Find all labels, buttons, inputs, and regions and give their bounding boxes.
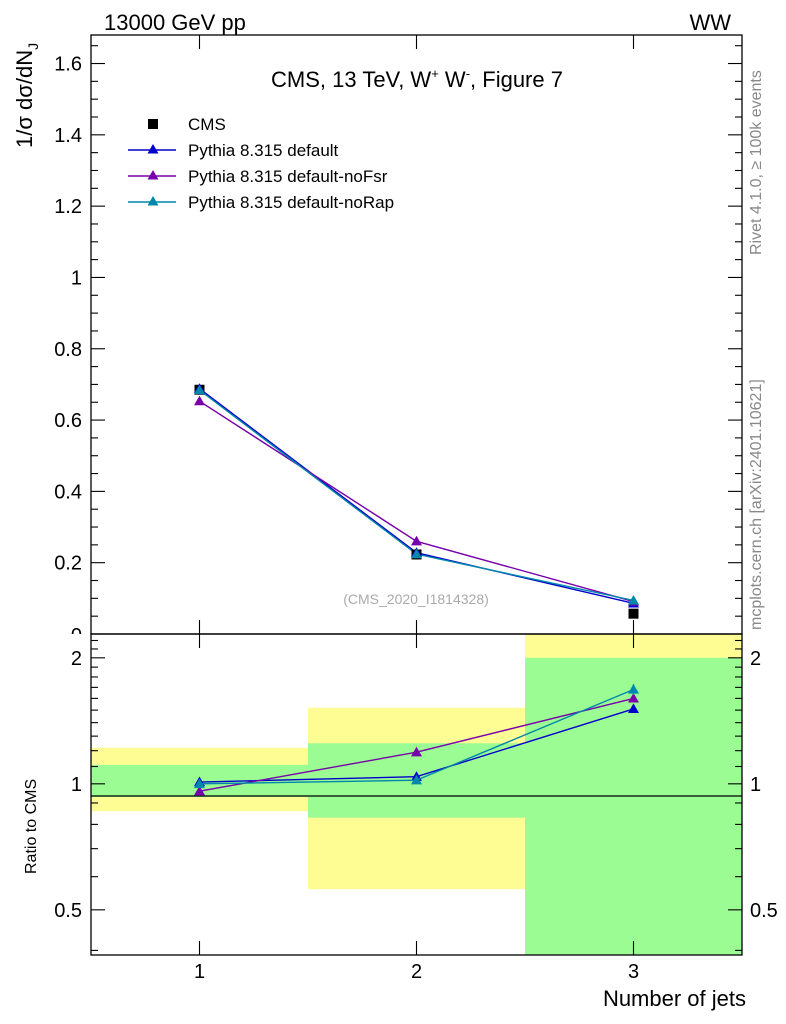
main-y-tick-label: 0.2 <box>54 553 82 575</box>
legend: CMS Pythia 8.315 default Pythia 8.315 de… <box>128 115 394 212</box>
analysis-watermark: (CMS_2020_I1814328) <box>343 591 489 607</box>
legend-nofsr-marker <box>147 170 159 180</box>
ratio-y-tick-label-right: 0.5 <box>750 900 778 922</box>
x-tick-label: 1 <box>194 961 205 983</box>
main-y-tick-label: 1 <box>71 267 82 289</box>
legend-entry-norap: Pythia 8.315 default-noRap <box>128 193 394 212</box>
main-y-tick-label: 1.6 <box>54 54 82 76</box>
main-line-noRap <box>199 389 634 602</box>
ratio-y-tick-label: 0.5 <box>54 900 82 922</box>
ratio-point-noRap-3 <box>628 684 639 694</box>
legend-default-marker <box>147 144 159 154</box>
ratio-point-noFsr-1 <box>194 785 205 796</box>
main-y-tick-label: 1.4 <box>54 125 82 147</box>
ratio-y-axis-label: Ratio to CMS <box>23 779 40 874</box>
main-point-noRap-3 <box>628 594 639 605</box>
legend-nofsr-label: Pythia 8.315 default-noFsr <box>188 167 388 186</box>
ratio-point-noFsr-3 <box>628 692 639 703</box>
ratio-point-noRap-1 <box>194 778 205 788</box>
main-y-zero-label: 0 <box>71 625 82 647</box>
mcplots-label: mcplots.cern.ch [arXiv:2401.10621] <box>748 379 765 630</box>
legend-entry-default: Pythia 8.315 default <box>128 141 339 160</box>
legend-cms-marker <box>148 119 158 129</box>
legend-entry-cms: CMS <box>148 115 226 134</box>
main-y-tick-label: 0.4 <box>54 481 82 503</box>
ratio-y-tick-label: 2 <box>71 648 82 670</box>
header-process: WW <box>689 10 731 35</box>
main-point-cms-3 <box>628 608 639 619</box>
main-y-axis-label: 1/σ dσ/dNJ <box>12 43 41 148</box>
main-y-tick-label: 1.2 <box>54 196 82 218</box>
x-axis-label: Number of jets <box>603 986 746 1011</box>
main-y-tick-label: 0.6 <box>54 410 82 432</box>
x-tick-label: 3 <box>628 961 639 983</box>
plot-title: CMS, 13 TeV, W+ W-, Figure 7 <box>271 66 563 92</box>
main-y-tick-label: 0.8 <box>54 339 82 361</box>
ratio-point-noRap-2 <box>411 774 422 785</box>
main-point-noRap-2 <box>411 548 422 559</box>
ratio-y-tick-label: 1 <box>71 774 82 796</box>
ratio-point-default-3 <box>628 703 639 714</box>
legend-default-label: Pythia 8.315 default <box>188 141 339 160</box>
legend-cms-label: CMS <box>188 115 226 134</box>
ratio-y-tick-label-right: 1 <box>750 774 761 796</box>
main-point-noFsr-2 <box>411 535 422 546</box>
ratio-point-noFsr-2 <box>411 746 422 757</box>
main-point-noRap-1 <box>194 384 205 395</box>
legend-entry-nofsr: Pythia 8.315 default-noFsr <box>128 167 388 186</box>
main-line-default <box>199 388 634 605</box>
ratio-y-tick-label-right: 2 <box>750 648 761 670</box>
header-energy: 13000 GeV pp <box>104 10 246 35</box>
x-tick-label: 2 <box>411 961 422 983</box>
legend-norap-marker <box>147 196 159 206</box>
legend-norap-label: Pythia 8.315 default-noRap <box>188 193 394 212</box>
main-line-noFsr <box>199 400 634 603</box>
main-point-noFsr-1 <box>194 395 205 406</box>
rivet-version-label: Rivet 4.1.0, ≥ 100k events <box>748 70 765 255</box>
